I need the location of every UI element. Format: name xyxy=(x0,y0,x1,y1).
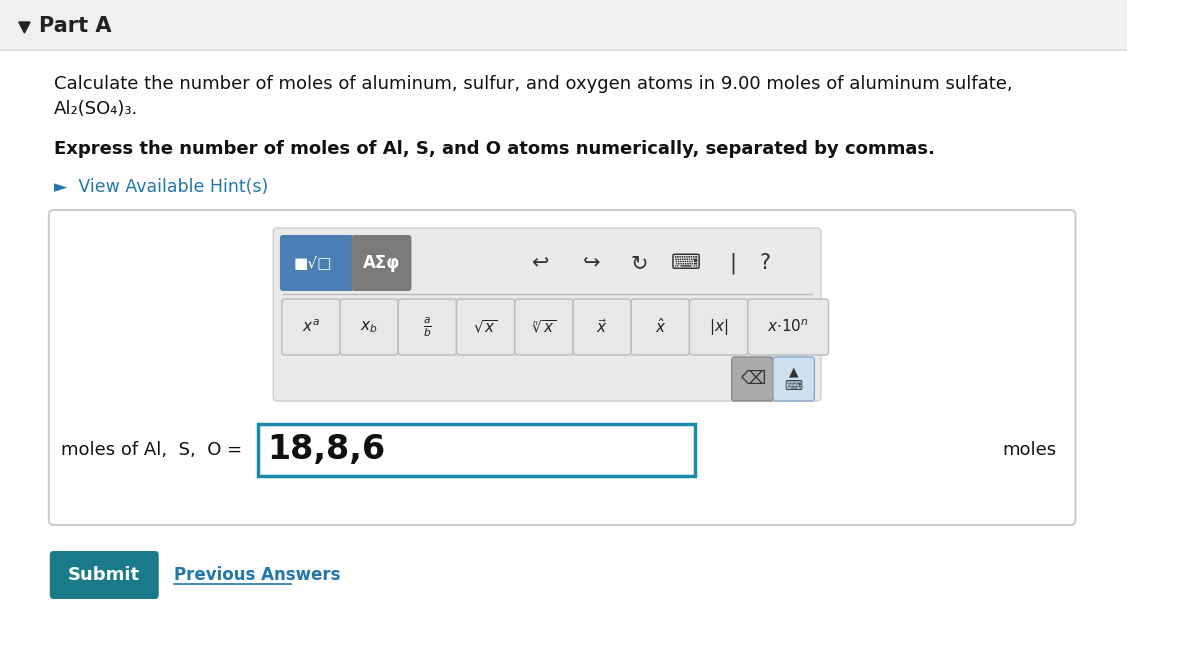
Text: ↻: ↻ xyxy=(630,253,648,273)
Text: Calculate the number of moles of aluminum, sulfur, and oxygen atoms in 9.00 mole: Calculate the number of moles of aluminu… xyxy=(54,75,1012,93)
FancyBboxPatch shape xyxy=(0,0,1127,50)
FancyBboxPatch shape xyxy=(515,299,572,355)
Text: $x^a$: $x^a$ xyxy=(302,319,320,335)
FancyBboxPatch shape xyxy=(352,235,412,291)
Text: Express the number of moles of Al, S, and O atoms numerically, separated by comm: Express the number of moles of Al, S, an… xyxy=(54,140,935,158)
Text: moles: moles xyxy=(1003,441,1057,459)
Polygon shape xyxy=(19,22,30,33)
Text: Submit: Submit xyxy=(68,566,140,584)
Text: $|x|$: $|x|$ xyxy=(709,317,728,337)
Text: Part A: Part A xyxy=(40,16,112,36)
Text: $\sqrt[n]{x}$: $\sqrt[n]{x}$ xyxy=(532,319,556,336)
Text: |: | xyxy=(730,252,736,274)
Text: $\vec{x}$: $\vec{x}$ xyxy=(596,318,608,336)
FancyBboxPatch shape xyxy=(49,210,1075,525)
Text: ?: ? xyxy=(760,253,772,273)
Text: $\frac{a}{b}$: $\frac{a}{b}$ xyxy=(424,315,432,339)
FancyBboxPatch shape xyxy=(631,299,690,355)
FancyBboxPatch shape xyxy=(572,299,631,355)
Text: $x_b$: $x_b$ xyxy=(360,319,378,335)
FancyBboxPatch shape xyxy=(732,357,773,401)
FancyBboxPatch shape xyxy=(398,299,456,355)
Text: ↩: ↩ xyxy=(532,253,548,273)
Text: ■√□: ■√□ xyxy=(294,256,332,271)
FancyBboxPatch shape xyxy=(748,299,828,355)
FancyBboxPatch shape xyxy=(280,235,353,291)
Text: moles of Al,  S,  O =: moles of Al, S, O = xyxy=(61,441,248,459)
FancyBboxPatch shape xyxy=(282,299,340,355)
FancyBboxPatch shape xyxy=(49,551,158,599)
Text: ►  View Available Hint(s): ► View Available Hint(s) xyxy=(54,178,268,196)
FancyBboxPatch shape xyxy=(340,299,398,355)
FancyBboxPatch shape xyxy=(690,299,748,355)
FancyBboxPatch shape xyxy=(456,299,515,355)
Text: 18,8,6: 18,8,6 xyxy=(268,434,386,466)
FancyBboxPatch shape xyxy=(773,357,815,401)
FancyBboxPatch shape xyxy=(274,228,821,401)
Text: Al₂(SO₄)₃.: Al₂(SO₄)₃. xyxy=(54,100,138,118)
Text: ▲
⌨: ▲ ⌨ xyxy=(785,365,803,393)
Text: $\hat{x}$: $\hat{x}$ xyxy=(654,317,666,336)
FancyBboxPatch shape xyxy=(258,424,695,476)
Text: ⌨: ⌨ xyxy=(671,253,701,273)
Text: Previous Answers: Previous Answers xyxy=(174,566,341,584)
Text: ⌫: ⌫ xyxy=(739,370,766,388)
Text: ↪: ↪ xyxy=(583,253,600,273)
Text: $\sqrt{x}$: $\sqrt{x}$ xyxy=(473,319,498,336)
Text: AΣφ: AΣφ xyxy=(362,254,400,272)
Text: $x{\cdot}10^n$: $x{\cdot}10^n$ xyxy=(767,319,809,335)
